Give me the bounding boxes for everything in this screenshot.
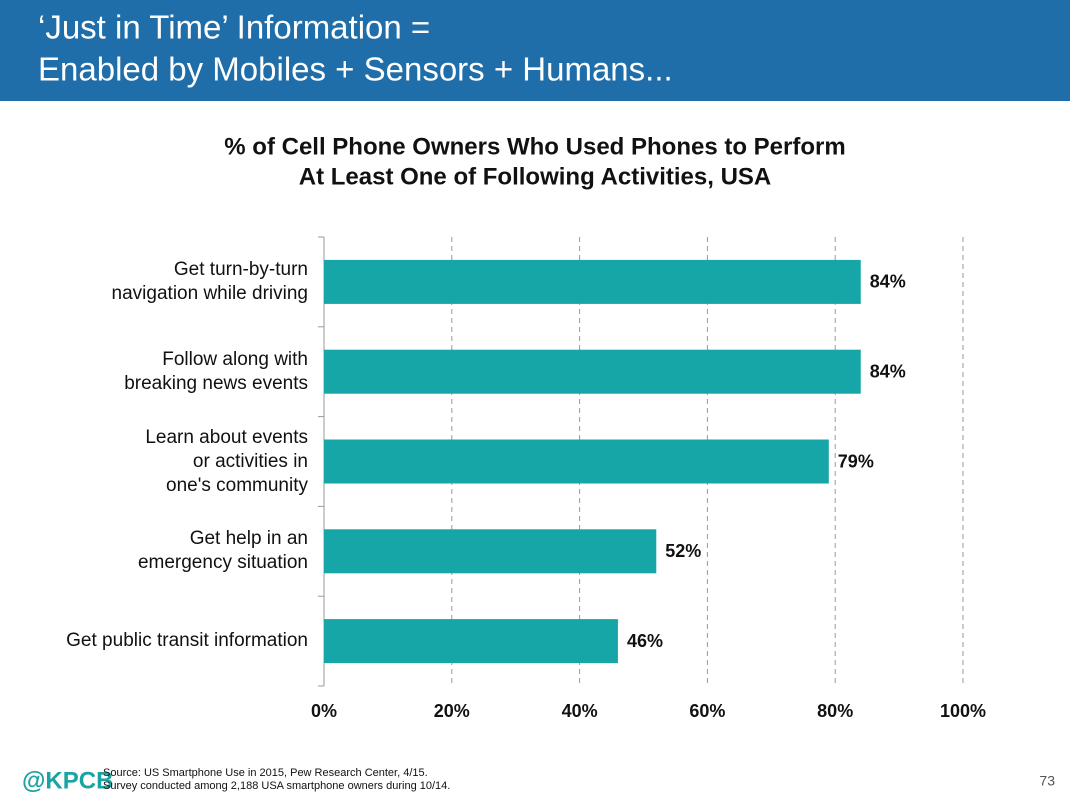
x-tick-label: 40% xyxy=(562,701,598,721)
category-label: Get public transit information xyxy=(66,630,308,652)
x-tick-label: 0% xyxy=(311,701,337,721)
value-label: 46% xyxy=(627,631,663,651)
bar xyxy=(324,439,829,484)
bar xyxy=(324,529,657,574)
x-tick-label: 100% xyxy=(940,701,986,721)
category-label: Get turn-by-turn navigation while drivin… xyxy=(111,258,308,304)
value-label: 84% xyxy=(870,272,906,292)
logo: @KPCB xyxy=(22,767,113,794)
category-label: Get help in an emergency situation xyxy=(137,528,308,574)
value-label: 52% xyxy=(665,541,701,561)
bar xyxy=(324,259,861,304)
bar xyxy=(324,619,618,664)
value-label: 84% xyxy=(870,361,906,381)
x-tick-label: 20% xyxy=(434,701,470,721)
page-number: 73 xyxy=(1039,773,1055,789)
slide-title: Enabled by Mobiles + Sensors + Humans... xyxy=(38,51,673,88)
source-note: Source: US Smartphone Use in 2015, Pew R… xyxy=(103,767,428,779)
category-label: Learn about events or activities in one'… xyxy=(145,426,308,496)
slide-title: ‘Just in Time’ Information = xyxy=(38,9,430,46)
chart-title: At Least One of Following Activities, US… xyxy=(299,163,772,190)
category-label: Follow along with breaking news events xyxy=(124,348,308,394)
x-tick-label: 80% xyxy=(817,701,853,721)
source-note: Survey conducted among 2,188 USA smartph… xyxy=(103,780,450,792)
chart-title: % of Cell Phone Owners Who Used Phones t… xyxy=(224,133,845,160)
bar xyxy=(324,349,861,394)
value-label: 79% xyxy=(838,451,874,471)
header-band xyxy=(0,0,1070,101)
x-tick-label: 60% xyxy=(689,701,725,721)
